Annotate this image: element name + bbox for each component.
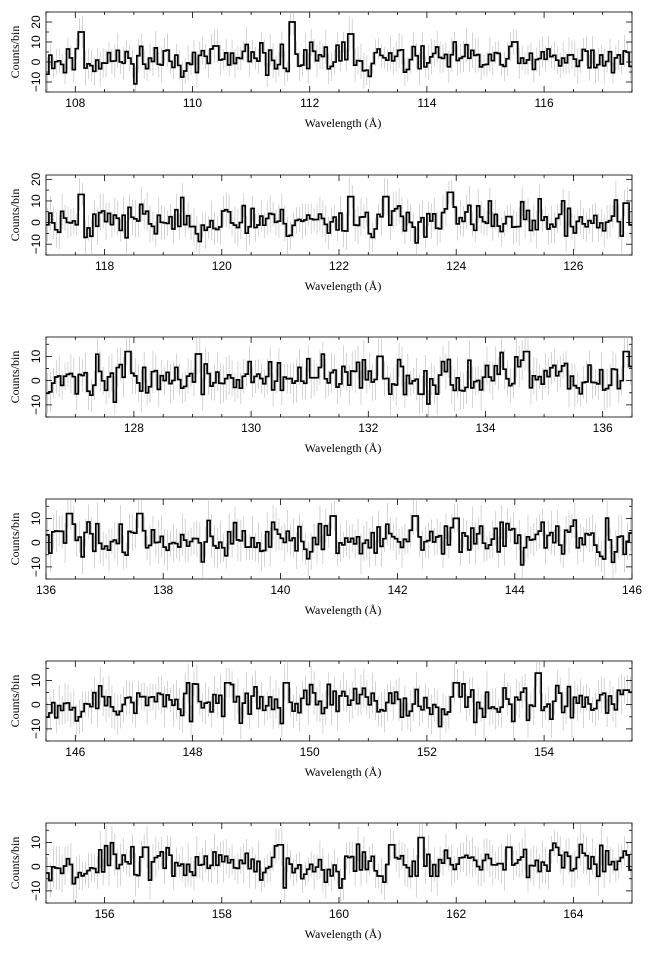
spectrum-line <box>46 21 632 85</box>
x-tick-label: 114 <box>417 96 436 110</box>
spectrum-data <box>46 338 632 416</box>
y-tick-label: 10 <box>29 673 43 687</box>
x-tick-label: 124 <box>446 259 466 273</box>
panel-6: 156 158 160 162 164 −10 0 10 Wavelength (Å) Count… <box>8 822 633 941</box>
x-tick-label: 120 <box>212 259 232 273</box>
y-tick-label: 20 <box>29 15 43 29</box>
x-tick-label: 156 <box>95 907 115 921</box>
y-tick-label: 10 <box>29 35 43 49</box>
y-tick-label: 0 <box>29 539 43 546</box>
panel-5: 146 148 150 152 154 −10 0 10 Wavelength (Å) Count… <box>8 660 633 779</box>
x-tick-label: 144 <box>505 583 525 597</box>
y-axis-label: Counts/bin <box>8 351 22 404</box>
x-axis-label: Wavelength (Å) <box>305 116 382 130</box>
x-tick-label: 122 <box>329 259 349 273</box>
y-tick-label: 0 <box>29 58 43 65</box>
y-tick-label: 0 <box>29 863 43 870</box>
x-tick-label: 154 <box>534 745 554 759</box>
x-axis-label: Wavelength (Å) <box>305 603 382 617</box>
panel-4: 136 138 140 142 144 146 −10 0 10 Wavelength (Å) Co… <box>8 498 642 617</box>
spectrum-data <box>46 500 632 578</box>
y-tick-label: 0 <box>29 377 43 384</box>
spectrum-data <box>46 177 632 254</box>
x-tick-label: 160 <box>329 907 349 921</box>
y-axis-label: Counts/bin <box>8 513 22 566</box>
y-tick-label: −10 <box>29 394 43 415</box>
panel-1: 108 110 112 114 116 −10 0 10 20 Wavelength (Å) Cou… <box>8 11 633 130</box>
spectrum-data <box>46 13 632 91</box>
x-tick-label: 162 <box>446 907 466 921</box>
x-tick-label: 142 <box>388 583 408 597</box>
x-tick-label: 108 <box>65 96 85 110</box>
y-axis-label: Counts/bin <box>8 837 22 890</box>
y-tick-label: 10 <box>29 511 43 525</box>
spectrum-line <box>46 512 632 566</box>
y-tick-label: −10 <box>29 234 43 255</box>
y-axis-label: Counts/bin <box>8 189 22 242</box>
x-tick-label: 152 <box>417 745 437 759</box>
y-tick-label: 10 <box>29 194 43 208</box>
x-tick-label: 158 <box>212 907 232 921</box>
x-axis-label: Wavelength (Å) <box>305 441 382 455</box>
y-tick-label: 10 <box>29 835 43 849</box>
y-axis-label: Counts/bin <box>8 26 22 79</box>
panel-3: 128 130 132 134 136 −10 0 10 Wavelength (Å) Count… <box>8 336 633 455</box>
spectrum-data <box>46 662 632 740</box>
x-tick-label: 130 <box>241 421 261 435</box>
panel-2: 118 120 122 124 126 −10 0 10 20 Wavelength (Å) Cou… <box>8 172 633 293</box>
x-tick-label: 116 <box>535 96 554 110</box>
x-tick-label: 164 <box>563 907 583 921</box>
spectrum-line <box>46 672 632 728</box>
x-tick-label: 146 <box>65 745 85 759</box>
y-tick-label: −10 <box>29 71 43 92</box>
x-tick-label: 110 <box>183 96 202 110</box>
x-tick-label: 148 <box>182 745 202 759</box>
spectrum-line <box>46 836 632 889</box>
spectrum-line <box>46 191 632 244</box>
x-tick-label: 128 <box>124 421 144 435</box>
x-axis-label: Wavelength (Å) <box>305 279 382 293</box>
y-tick-label: −10 <box>29 718 43 739</box>
y-tick-label: 20 <box>29 172 43 186</box>
x-axis-label: Wavelength (Å) <box>305 765 382 779</box>
y-tick-label: −10 <box>29 880 43 901</box>
y-tick-label: −10 <box>29 556 43 577</box>
x-tick-label: 112 <box>300 96 319 110</box>
x-tick-label: 140 <box>270 583 290 597</box>
x-tick-label: 146 <box>622 583 642 597</box>
y-tick-label: 0 <box>29 219 43 226</box>
x-tick-label: 118 <box>95 259 114 273</box>
x-tick-label: 132 <box>358 421 378 435</box>
x-tick-label: 134 <box>475 421 495 435</box>
y-tick-label: 10 <box>29 349 43 363</box>
x-tick-label: 126 <box>563 259 583 273</box>
x-tick-label: 136 <box>36 583 56 597</box>
spectrum-data <box>46 824 632 902</box>
y-axis-label: Counts/bin <box>8 675 22 728</box>
spectrum-line <box>46 350 632 405</box>
x-axis-label: Wavelength (Å) <box>305 927 382 941</box>
x-tick-label: 138 <box>153 583 173 597</box>
x-tick-label: 136 <box>593 421 613 435</box>
x-tick-label: 150 <box>300 745 320 759</box>
y-tick-label: 0 <box>29 701 43 708</box>
